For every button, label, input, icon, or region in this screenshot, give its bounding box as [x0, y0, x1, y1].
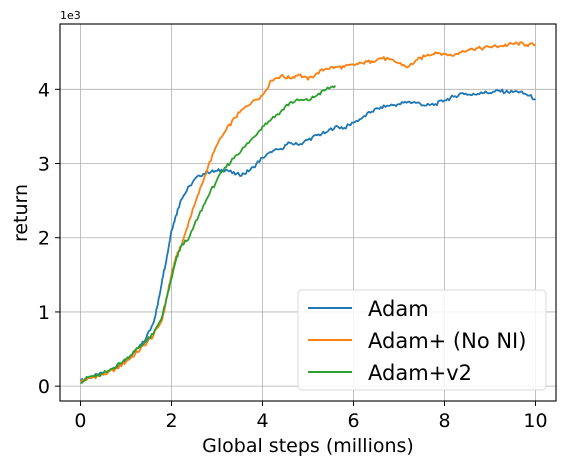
series-line-adam-no-ni [79, 41, 536, 383]
legend-box [297, 289, 547, 391]
y-tick-label: 0 [38, 376, 50, 398]
y-tick-label: 4 [38, 79, 50, 101]
y-tick-label: 1 [38, 302, 50, 324]
y-tick-label: 3 [38, 154, 50, 176]
series-line-adam [79, 88, 536, 383]
y-axis: 0 1 2 3 4 [38, 79, 60, 398]
grid [60, 24, 556, 401]
y-axis-label: return [10, 184, 32, 242]
x-tick-label: 10 [523, 410, 547, 432]
x-tick-label: 8 [438, 410, 450, 432]
y-tick-label: 2 [38, 228, 50, 250]
plot-frame [59, 23, 557, 402]
legend-label: Adam+v2 [368, 361, 472, 385]
x-tick-label: 4 [256, 410, 268, 432]
x-tick-label: 2 [165, 410, 177, 432]
series-layer [79, 41, 536, 384]
x-axis-label: Global steps (millions) [202, 435, 414, 457]
x-tick-label: 0 [74, 410, 86, 432]
x-axis: 0 2 4 6 8 10 [74, 401, 548, 432]
series-line-adam-v2 [80, 85, 336, 384]
x-tick-label: 6 [347, 410, 359, 432]
legend: Adam Adam+ (No NI) Adam+v2 [297, 289, 547, 391]
y-offset-label: 1e3 [60, 9, 81, 22]
legend-label: Adam [368, 297, 429, 321]
legend-label: Adam+ (No NI) [368, 329, 526, 353]
